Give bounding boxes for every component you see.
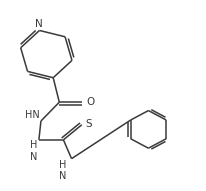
Text: HN: HN — [25, 109, 40, 120]
Text: O: O — [86, 97, 94, 107]
Text: S: S — [85, 119, 92, 129]
Text: H
N: H N — [30, 140, 37, 162]
Text: H
N: H N — [59, 160, 66, 181]
Text: N: N — [34, 19, 42, 29]
